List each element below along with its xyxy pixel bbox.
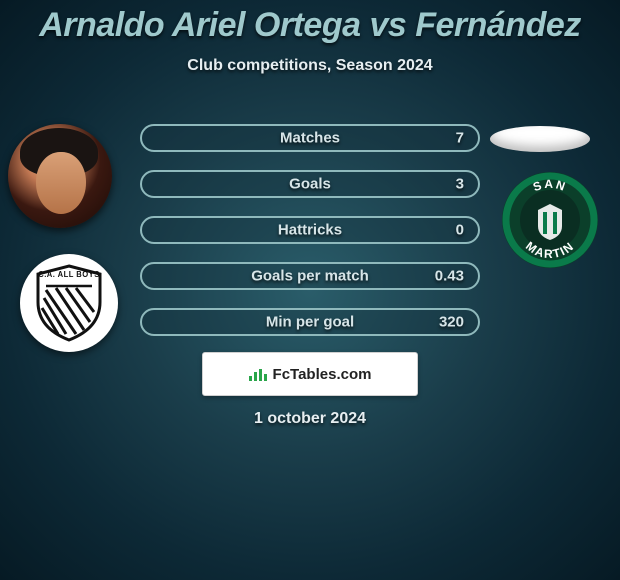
player-left-avatar [8, 124, 112, 228]
stat-pill-label: Goals per match [251, 268, 369, 285]
stat-pill-value: 0.43 [435, 268, 464, 285]
stat-pill-value: 0 [456, 222, 464, 239]
club-badge-left-shield: C.A. ALL BOYS [34, 264, 104, 342]
stat-pill-value: 3 [456, 176, 464, 193]
stat-pill-value: 320 [439, 314, 464, 331]
stat-pill-label: Hattricks [278, 222, 342, 239]
chart-icon [249, 367, 267, 381]
stat-pill: Goals 3 [140, 170, 480, 198]
attribution-box[interactable]: FcTables.com [202, 352, 418, 396]
player-right-placeholder [490, 126, 590, 152]
page-subtitle: Club competitions, Season 2024 [0, 57, 620, 75]
stat-pill: Hattricks 0 [140, 216, 480, 244]
stat-pill-value: 7 [456, 130, 464, 147]
stat-pill-label: Matches [280, 130, 340, 147]
stat-pill-label: Goals [289, 176, 331, 193]
stat-pill: Goals per match 0.43 [140, 262, 480, 290]
content-root: Arnaldo Ariel Ortega vs Fernández Club c… [0, 0, 620, 580]
stat-pill: Matches 7 [140, 124, 480, 152]
club-badge-right-shield: SAN MARTIN [500, 170, 600, 270]
attribution-text: FcTables.com [273, 366, 372, 383]
stat-pill-label: Min per goal [266, 314, 354, 331]
stat-pill-list: Matches 7 Goals 3 Hattricks 0 Goals per match 0… [140, 124, 480, 336]
player-left-face [8, 124, 112, 228]
club-badge-left: C.A. ALL BOYS [20, 254, 118, 352]
page-title: Arnaldo Ariel Ortega vs Fernández [0, 0, 620, 45]
club-badge-right: SAN MARTIN [500, 170, 600, 270]
club-badge-left-text: C.A. ALL BOYS [36, 270, 103, 279]
snapshot-date: 1 october 2024 [0, 410, 620, 428]
stat-pill: Min per goal 320 [140, 308, 480, 336]
